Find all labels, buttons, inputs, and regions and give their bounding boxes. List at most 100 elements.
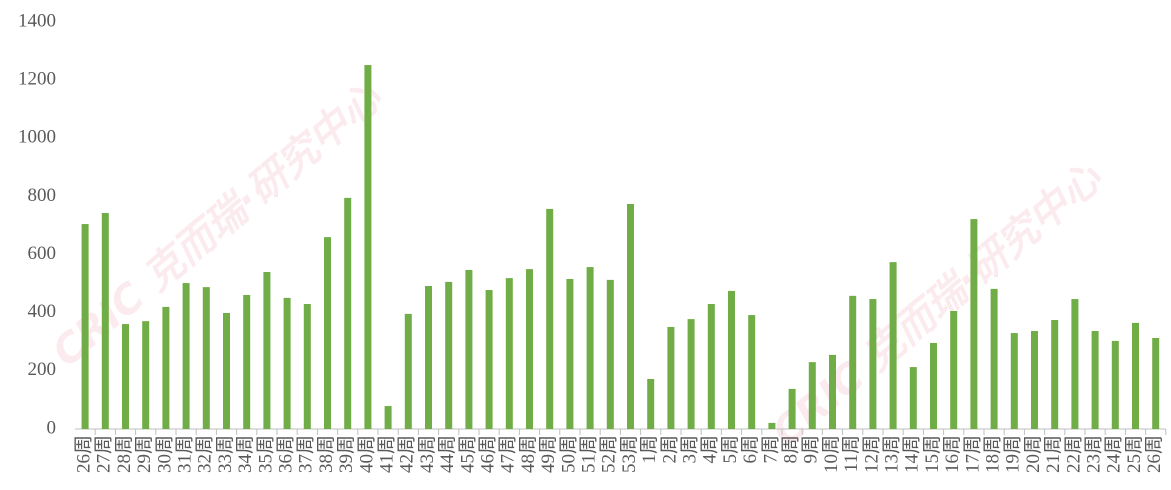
x-tick-label: 43周 xyxy=(417,435,438,473)
bar xyxy=(81,224,89,429)
bar xyxy=(526,269,533,429)
bar xyxy=(606,279,614,429)
y-tick-label: 600 xyxy=(28,243,57,264)
x-tick-label: 20周 xyxy=(1023,435,1044,473)
bar xyxy=(303,303,311,429)
x-tick-label: 44周 xyxy=(437,435,458,473)
bar xyxy=(930,342,937,429)
x-tick-label: 37周 xyxy=(296,435,317,473)
bar xyxy=(445,281,453,429)
watermark: CRIC 克而瑞·研究中心 xyxy=(44,74,391,376)
bar xyxy=(546,208,554,429)
bar xyxy=(202,287,210,429)
bar xyxy=(869,299,877,429)
x-tick-label: 45周 xyxy=(457,435,478,473)
bar xyxy=(324,237,331,429)
bar xyxy=(586,267,594,429)
x-tick-label: 52周 xyxy=(599,435,620,473)
bar xyxy=(505,278,513,429)
bar xyxy=(990,288,998,429)
bar xyxy=(1051,319,1059,429)
x-tick-label: 5周 xyxy=(720,435,741,464)
x-tick-label: 21周 xyxy=(1043,435,1064,473)
x-tick-label: 41周 xyxy=(376,435,397,473)
x-tick-label: 24周 xyxy=(1104,435,1125,473)
bar xyxy=(283,297,291,429)
bar xyxy=(889,262,897,429)
x-tick-label: 51周 xyxy=(578,435,599,473)
bar xyxy=(142,321,150,429)
bar xyxy=(1132,322,1139,429)
x-tick-label: 22周 xyxy=(1063,435,1084,473)
bar xyxy=(425,285,432,429)
x-tick-label: 33周 xyxy=(215,435,236,473)
bar xyxy=(1152,338,1160,429)
x-tick-label: 32周 xyxy=(195,435,216,473)
x-tick-label: 7周 xyxy=(760,435,781,464)
bar xyxy=(647,378,655,429)
x-tick-label: 3周 xyxy=(679,435,700,464)
x-tick-label: 26周 xyxy=(73,435,94,473)
bar xyxy=(1031,331,1038,429)
x-tick-label: 30周 xyxy=(154,435,175,473)
bar xyxy=(162,306,170,429)
bar xyxy=(364,65,372,430)
bar xyxy=(1010,333,1018,429)
bar xyxy=(627,203,634,429)
x-tick-label: 15周 xyxy=(922,435,943,473)
bar xyxy=(243,294,251,429)
x-tick-label: 12周 xyxy=(861,435,882,473)
x-tick-label: 46周 xyxy=(477,435,498,473)
y-tick-label: 1200 xyxy=(18,69,56,90)
bar xyxy=(465,269,473,429)
x-tick-label: 39周 xyxy=(336,435,357,473)
x-tick-label: 50周 xyxy=(558,435,579,473)
bar xyxy=(748,315,756,429)
bar xyxy=(344,197,352,429)
y-tick-label: 1000 xyxy=(18,127,56,148)
bar xyxy=(829,354,836,429)
bar xyxy=(970,219,978,429)
bar xyxy=(566,278,574,429)
bar xyxy=(122,324,129,429)
x-tick-label: 27周 xyxy=(94,435,115,473)
x-tick-label: 14周 xyxy=(902,435,923,473)
watermark: CRIC 克而瑞·研究中心 xyxy=(764,154,1111,456)
x-tick-label: 13周 xyxy=(881,435,902,473)
x-tick-label: 31周 xyxy=(174,435,195,473)
x-tick-label: 53周 xyxy=(619,435,640,473)
x-tick-label: 6周 xyxy=(740,435,761,464)
x-tick-label: 9周 xyxy=(801,435,822,464)
x-tick-label: 16周 xyxy=(942,435,963,473)
bar xyxy=(485,290,493,429)
x-tick-label: 17周 xyxy=(962,435,983,473)
bar xyxy=(1071,299,1079,429)
bar xyxy=(182,283,190,429)
y-tick-label: 0 xyxy=(47,417,57,438)
x-tick-label: 34周 xyxy=(235,435,256,473)
x-tick-label: 11周 xyxy=(841,435,862,472)
bar xyxy=(707,303,715,429)
bar xyxy=(808,362,816,429)
y-tick-label: 400 xyxy=(28,301,57,322)
x-tick-label: 19周 xyxy=(1003,435,1024,473)
x-tick-label: 49周 xyxy=(538,435,559,473)
x-tick-label: 38周 xyxy=(316,435,337,473)
x-tick-label: 35周 xyxy=(255,435,276,473)
x-tick-label: 10周 xyxy=(821,435,842,473)
bar xyxy=(909,367,917,429)
x-tick-label: 1周 xyxy=(639,435,660,464)
y-tick-label: 800 xyxy=(28,185,57,206)
bar xyxy=(667,326,675,429)
bar xyxy=(849,295,857,429)
x-tick-label: 42周 xyxy=(397,435,418,473)
x-tick-label: 23周 xyxy=(1083,435,1104,473)
bar xyxy=(263,272,271,429)
bar xyxy=(404,313,412,429)
x-tick-label: 25周 xyxy=(1124,435,1145,473)
x-tick-label: 26周 xyxy=(1144,435,1165,473)
bar xyxy=(768,422,776,429)
bar xyxy=(223,313,230,429)
x-tick-label: 36周 xyxy=(275,435,296,473)
